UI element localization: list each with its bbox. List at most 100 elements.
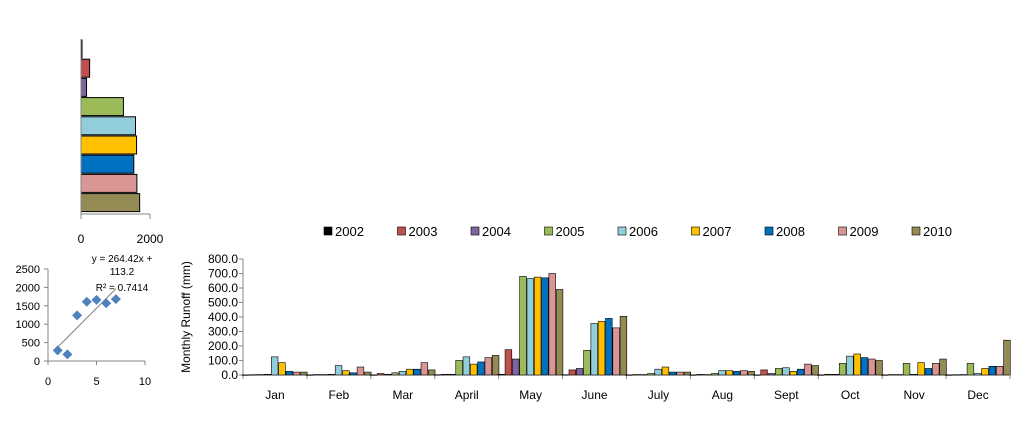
legend-label-2007: 2007	[703, 224, 732, 239]
scatter-y-tick-label: 1500	[16, 301, 40, 313]
monthly-bar-Aug-2009	[740, 370, 748, 376]
hbar-2007	[80, 135, 138, 155]
legend-swatch-2005	[544, 226, 553, 236]
monthly-bar-July-2008	[669, 371, 677, 376]
monthly-bar-Aug-2002	[689, 374, 697, 376]
monthly-bar-Dec-2006	[974, 373, 982, 376]
monthly-bar-July-2004	[639, 374, 648, 376]
monthly-bar-Oct-2008	[860, 357, 869, 376]
monthly-bar-Mar-2004	[384, 373, 392, 376]
scatter-trend-annotation: y = 264.42x +	[92, 254, 153, 265]
legend-label-2009: 2009	[850, 224, 879, 239]
hbar-2008	[80, 154, 135, 174]
hbar-2004	[80, 77, 88, 97]
monthly-bar-May-2010	[555, 289, 564, 376]
hbar-x-tick-label: 0	[78, 232, 85, 246]
scatter-point	[62, 349, 73, 360]
monthly-bar-May-2004	[512, 358, 520, 376]
monthly-bar-Nov-2004	[895, 374, 903, 376]
monthly-bar-Sept-2003	[760, 369, 768, 376]
monthly-bar-Nov-2003	[888, 374, 896, 376]
scatter-y-tick-label: 0	[34, 356, 40, 368]
monthly-x-tick-label: Aug	[712, 388, 733, 402]
monthly-bar-May-2005	[519, 276, 527, 376]
monthly-bar-Sept-2005	[775, 368, 783, 376]
monthly-bar-Feb-2003	[313, 374, 321, 376]
monthly-y-tick-label: 400.0	[208, 310, 238, 324]
monthly-bar-April-2002	[433, 374, 441, 376]
monthly-bar-June-2009	[612, 327, 620, 376]
annual-horizontal-bar-chart: 0 2000	[78, 39, 164, 246]
monthly-bar-Oct-2009	[868, 358, 876, 376]
scatter-y-tick-label: 2500	[16, 264, 40, 276]
monthly-bar-July-2003	[632, 374, 640, 376]
monthly-y-tick-label: 500.0	[208, 296, 238, 310]
hbar-2009	[80, 173, 138, 193]
monthly-bar-Dec-2004	[959, 374, 967, 376]
monthly-bar-Jan-2006	[271, 356, 279, 376]
monthly-bar-Jan-2009	[292, 371, 301, 376]
scatter-x-tick-label: 5	[93, 376, 99, 388]
legend-label-2003: 2003	[409, 224, 438, 239]
monthly-bar-Mar-2009	[420, 362, 429, 376]
monthly-bar-Mar-2007	[406, 368, 414, 376]
monthly-bar-Feb-2006	[334, 365, 343, 376]
monthly-bar-Dec-2007	[981, 368, 989, 376]
legend-swatch-2002	[323, 226, 333, 236]
monthly-bar-Mar-2010	[428, 369, 436, 376]
legend-swatch-2003	[397, 226, 406, 236]
scatter-point	[72, 310, 83, 321]
legend-label-2005: 2005	[556, 224, 585, 239]
monthly-bar-Oct-2002	[817, 374, 825, 376]
monthly-bar-April-2005	[455, 360, 463, 376]
monthly-bar-Feb-2004	[320, 374, 328, 376]
monthly-bar-July-2005	[647, 373, 655, 376]
monthly-bar-Feb-2005	[327, 373, 335, 376]
monthly-bar-Mar-2008	[413, 368, 421, 376]
monthly-bar-Nov-2007	[917, 362, 925, 376]
monthly-bar-July-2009	[676, 371, 684, 376]
scatter-point	[91, 294, 102, 305]
monthly-bar-Feb-2009	[356, 366, 365, 376]
monthly-bar-Oct-2005	[838, 363, 847, 376]
monthly-bar-Sept-2006	[782, 367, 790, 376]
monthly-bar-July-2006	[654, 368, 662, 376]
monthly-bar-Nov-2008	[924, 368, 933, 376]
hbar-2003	[80, 58, 91, 78]
monthly-bar-April-2008	[477, 361, 485, 376]
monthly-bar-Nov-2010	[939, 358, 947, 376]
monthly-bar-Aug-2010	[747, 371, 755, 376]
legend-swatch-2009	[838, 226, 847, 236]
monthly-y-tick-label: 800.0	[208, 252, 238, 266]
monthly-bar-Nov-2002	[880, 374, 889, 376]
monthly-bar-Nov-2005	[902, 363, 911, 376]
legend-label-2010: 2010	[923, 224, 952, 239]
monthly-bar-Nov-2006	[910, 373, 918, 376]
legend-swatch-2006	[617, 226, 627, 236]
monthly-bar-July-2002	[625, 374, 633, 376]
monthly-bar-April-2007	[470, 363, 478, 376]
legend-swatch-2007	[691, 226, 700, 236]
scatter-y-tick-label: 1000	[16, 319, 40, 331]
monthly-x-tick-label: Jan	[265, 388, 284, 402]
monthly-bar-Dec-2002	[944, 374, 953, 376]
monthly-bar-Jan-2003	[249, 374, 257, 376]
legend-label-2002: 2002	[335, 224, 364, 239]
scatter-trend-annotation: 113.2	[110, 267, 135, 278]
scatter-y-tick-label: 500	[22, 338, 40, 350]
monthly-bar-Jan-2002	[241, 374, 250, 376]
monthly-bar-Dec-2003	[952, 374, 960, 376]
monthly-bar-Sept-2010	[811, 365, 819, 376]
scatter-point	[110, 294, 121, 305]
monthly-bar-June-2010	[619, 315, 628, 376]
monthly-bar-April-2009	[484, 357, 492, 376]
monthly-bar-April-2003	[440, 373, 449, 376]
monthly-y-tick-label: 200.0	[208, 339, 238, 353]
monthly-bar-Aug-2007	[725, 370, 734, 376]
monthly-bar-Jan-2010	[300, 371, 308, 376]
monthly-bar-June-2002	[561, 374, 569, 376]
monthly-bar-Aug-2006	[718, 370, 726, 376]
monthly-bar-Aug-2008	[733, 371, 741, 376]
monthly-bar-June-2007	[597, 321, 606, 376]
monthly-bar-Nov-2009	[932, 363, 940, 376]
